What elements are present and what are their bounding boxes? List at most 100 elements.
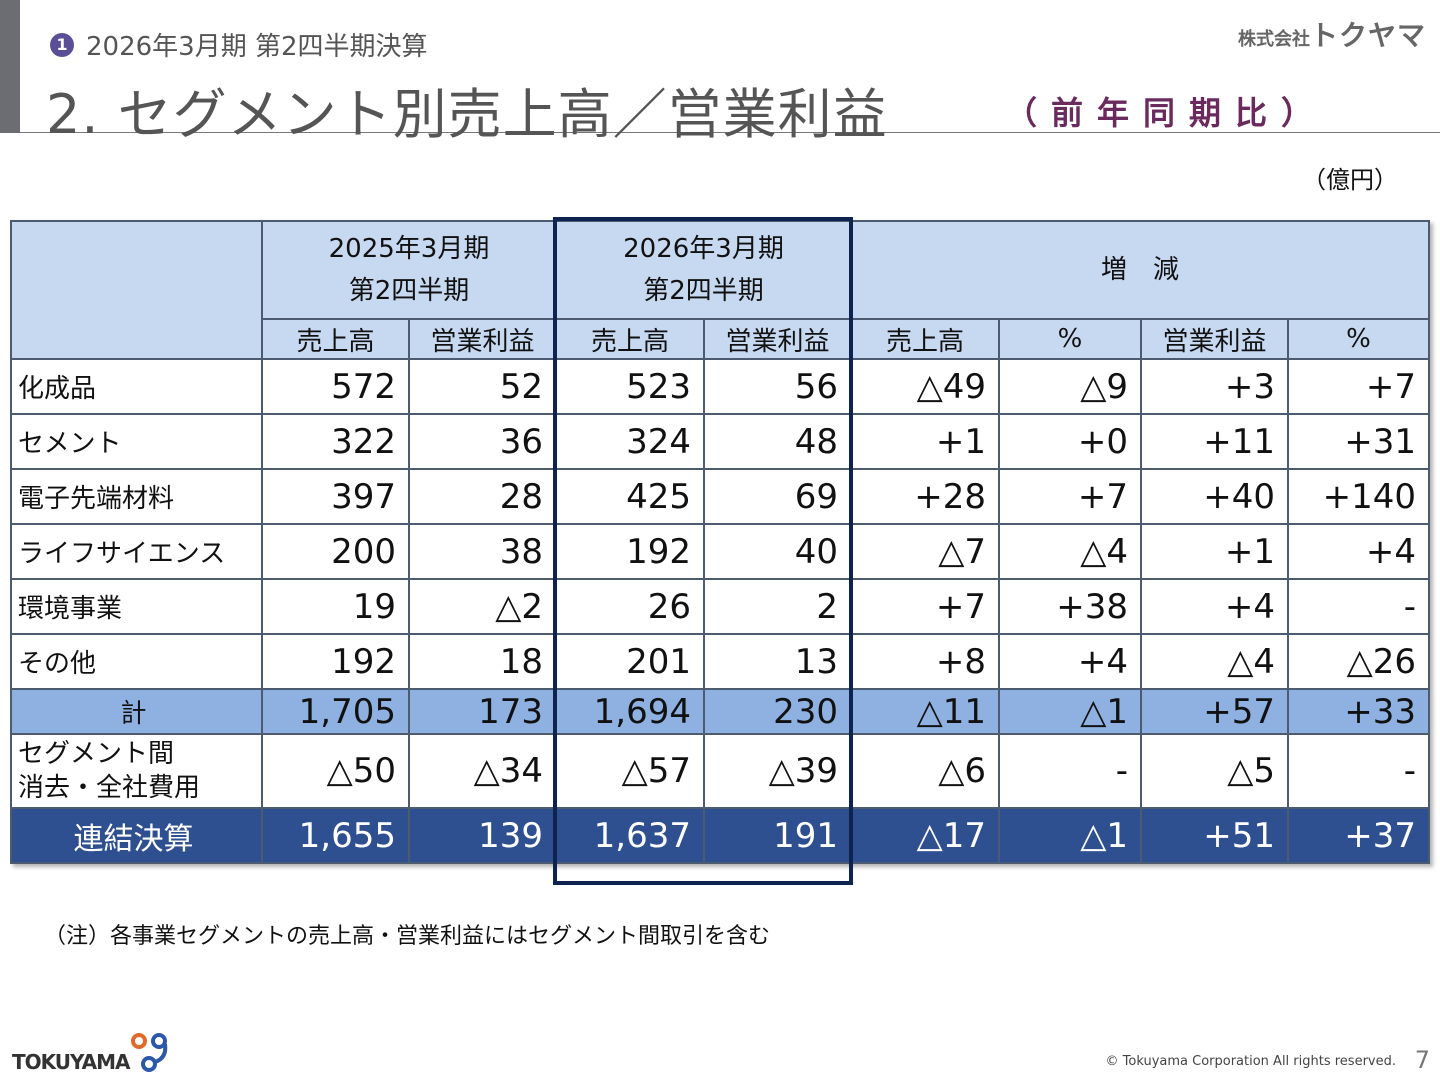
sub-header-cell: % bbox=[1287, 318, 1430, 360]
value-cell: △17 bbox=[850, 807, 1000, 864]
value-cell: +1 bbox=[1140, 523, 1289, 580]
value-cell: △1 bbox=[998, 807, 1142, 864]
group-header-2026: 2026年3月期 第2四半期 bbox=[555, 220, 852, 320]
value-cell: - bbox=[998, 733, 1142, 809]
value-cell: △9 bbox=[998, 358, 1142, 415]
row-label: セグメント間 消去・全社費用 bbox=[10, 733, 263, 809]
value-cell: 38 bbox=[408, 523, 557, 580]
sub-header-row: 売上高 営業利益 売上高 営業利益 売上高% 営業利益% bbox=[11, 318, 1430, 360]
brand-logo: 株式会社トクヤマ bbox=[1238, 14, 1426, 54]
value-cell: △11 bbox=[850, 688, 1000, 735]
value-cell: 19 bbox=[261, 578, 410, 635]
group-header-change: 増 減 bbox=[850, 220, 1430, 320]
brand-prefix: 株式会社 bbox=[1237, 29, 1310, 50]
section-number-badge: 1 bbox=[50, 32, 74, 57]
segment-row: 化成品 572 52 523 56 △49 △9 +3 +7 bbox=[10, 358, 1430, 415]
value-cell: +8 bbox=[850, 633, 1000, 690]
footnote: （注）各事業セグメントの売上高・営業利益にはセグメント間取引を含む bbox=[44, 924, 771, 949]
row-label: セメント bbox=[10, 413, 263, 470]
value-cell: △26 bbox=[1287, 633, 1430, 690]
value-cell: +140 bbox=[1287, 468, 1430, 525]
row-label: 電子先端材料 bbox=[10, 468, 263, 525]
value-cell: △7 bbox=[850, 523, 1000, 580]
sub-header-cell: 営業利益 bbox=[1140, 318, 1289, 360]
value-cell: +7 bbox=[850, 578, 1000, 635]
value-cell: 139 bbox=[408, 807, 557, 864]
page-number: 7 bbox=[1414, 1046, 1430, 1074]
row-label: ライフサイエンス bbox=[10, 523, 263, 580]
value-cell: 191 bbox=[703, 807, 852, 864]
segment-row: セメント 322 36 324 48 +1 +0 +11 +31 bbox=[10, 413, 1430, 470]
value-cell: 40 bbox=[703, 523, 852, 580]
value-cell: +37 bbox=[1287, 807, 1430, 864]
brand-name: トクヤマ bbox=[1309, 19, 1426, 52]
value-cell: +33 bbox=[1287, 688, 1430, 735]
value-cell: 192 bbox=[555, 523, 705, 580]
value-cell: 192 bbox=[261, 633, 410, 690]
value-cell: △50 bbox=[261, 733, 410, 809]
row-label: 計 bbox=[10, 688, 263, 735]
value-cell: 26 bbox=[555, 578, 705, 635]
segment-row: ライフサイエンス 200 38 192 40 △7 △4 +1 +4 bbox=[10, 523, 1430, 580]
value-cell: 201 bbox=[555, 633, 705, 690]
value-cell: △4 bbox=[998, 523, 1142, 580]
value-cell: 1,694 bbox=[555, 688, 705, 735]
value-cell: 13 bbox=[703, 633, 852, 690]
value-cell: 200 bbox=[261, 523, 410, 580]
value-cell: 56 bbox=[703, 358, 852, 415]
value-cell: +40 bbox=[1140, 468, 1289, 525]
logo-text: TOKUYAMA bbox=[12, 1050, 130, 1074]
value-cell: +57 bbox=[1140, 688, 1289, 735]
logo-mark-icon bbox=[131, 1033, 168, 1072]
consolidated-row: 連結決算 1,655 139 1,637 191 △17 △1 +51 +37 bbox=[10, 807, 1430, 864]
value-cell: △2 bbox=[408, 578, 557, 635]
sub-header-cell: 営業利益 bbox=[703, 318, 852, 360]
header-divider bbox=[20, 132, 1440, 133]
value-cell: 173 bbox=[408, 688, 557, 735]
value-cell: △6 bbox=[850, 733, 1000, 809]
value-cell: 322 bbox=[261, 413, 410, 470]
value-cell: +7 bbox=[1287, 358, 1430, 415]
row-label: 連結決算 bbox=[10, 807, 263, 864]
value-cell: △34 bbox=[408, 733, 557, 809]
segment-row: 電子先端材料 397 28 425 69 +28 +7 +40 +140 bbox=[10, 468, 1430, 525]
row-label-line: 消去・全社費用 bbox=[18, 773, 201, 803]
total-row: 計 1,705 173 1,694 230 △11 △1 +57 +33 bbox=[10, 688, 1430, 735]
sub-header-cell: 売上高 bbox=[261, 318, 410, 360]
value-cell: 36 bbox=[408, 413, 557, 470]
value-cell: - bbox=[1287, 733, 1430, 809]
value-cell: △57 bbox=[555, 733, 705, 809]
page-title: 2. セグメント別売上高／営業利益 bbox=[46, 83, 888, 146]
subtitle-text: 2026年3月期 第2四半期決算 bbox=[86, 32, 428, 62]
row-label-line: セグメント間 bbox=[18, 739, 175, 769]
value-cell: △5 bbox=[1140, 733, 1289, 809]
segment-table: 2025年3月期 第2四半期 2026年3月期 第2四半期 増 減 売上高 営業利益売… bbox=[10, 220, 1430, 864]
value-cell: +1 bbox=[850, 413, 1000, 470]
value-cell: +4 bbox=[1287, 523, 1430, 580]
value-cell: △1 bbox=[998, 688, 1142, 735]
value-cell: 572 bbox=[261, 358, 410, 415]
segment-row: その他 192 18 201 13 +8 +4 △4 △26 bbox=[10, 633, 1430, 690]
tokuyama-logo: TOKUYAMA bbox=[12, 1032, 175, 1074]
value-cell: △49 bbox=[850, 358, 1000, 415]
value-cell: 1,637 bbox=[555, 807, 705, 864]
section-subtitle: 1 2026年3月期 第2四半期決算 bbox=[50, 26, 428, 63]
value-cell: +11 bbox=[1140, 413, 1289, 470]
copyright: © Tokuyama Corporation All rights reserv… bbox=[1105, 1054, 1396, 1069]
value-cell: 18 bbox=[408, 633, 557, 690]
sub-header-cell: 売上高 bbox=[850, 318, 1000, 360]
value-cell: 397 bbox=[261, 468, 410, 525]
value-cell: 48 bbox=[703, 413, 852, 470]
sub-header-cell: % bbox=[998, 318, 1142, 360]
sub-header-cell: 売上高 bbox=[555, 318, 705, 360]
value-cell: +28 bbox=[850, 468, 1000, 525]
value-cell: 425 bbox=[555, 468, 705, 525]
value-cell: 69 bbox=[703, 468, 852, 525]
segment-row: 環境事業 19 △2 26 2 +7 +38 +4- bbox=[10, 578, 1430, 635]
value-cell: 523 bbox=[555, 358, 705, 415]
value-cell: +31 bbox=[1287, 413, 1430, 470]
comparison-label: （前年同期比） bbox=[1005, 94, 1328, 132]
row-label: 環境事業 bbox=[10, 578, 263, 635]
group-header-2025: 2025年3月期 第2四半期 bbox=[261, 220, 557, 320]
sidebar-accent-bar bbox=[0, 0, 20, 133]
